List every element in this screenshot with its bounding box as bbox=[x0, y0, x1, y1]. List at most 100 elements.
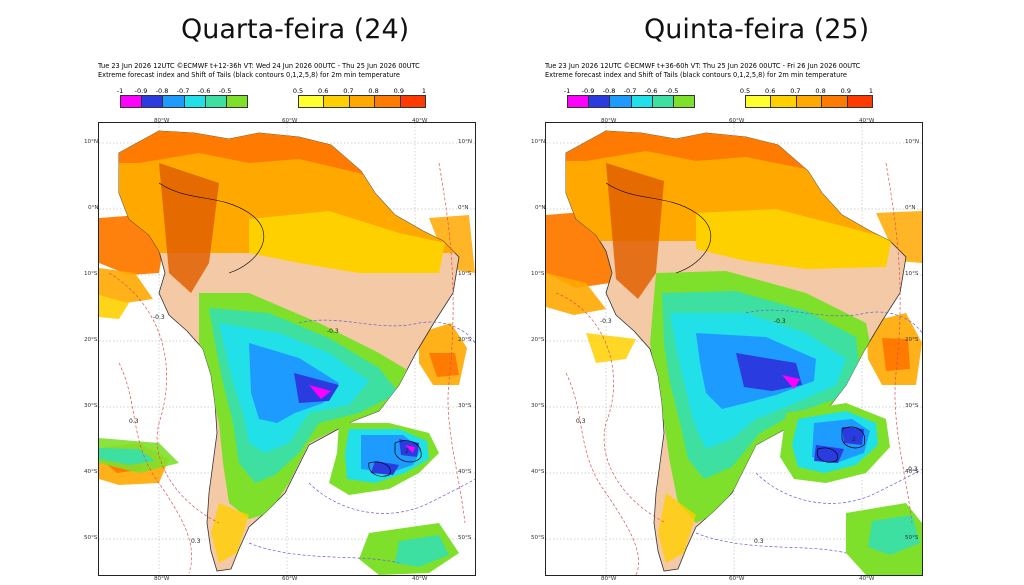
colorbar-tick-label: 0.8 bbox=[368, 87, 379, 95]
colorbar-swatch bbox=[142, 96, 164, 107]
lat-label-right: 0°N bbox=[905, 205, 916, 211]
lon-label-bottom: 40°W bbox=[859, 576, 875, 582]
lat-label-right: 50°S bbox=[458, 535, 472, 541]
contour-label: 0.3 bbox=[129, 418, 139, 425]
lon-label-top: 60°W bbox=[729, 118, 745, 124]
colorbar-tick-label: 0.6 bbox=[765, 87, 776, 95]
colorbar-swatch bbox=[184, 96, 206, 107]
cold-colorbar bbox=[567, 95, 695, 108]
colorbar-swatch bbox=[568, 96, 590, 107]
cold-colorbar-ticks: -1 -0.9 -0.8 -0.7 -0.6 -0.5 bbox=[563, 87, 693, 95]
lat-label-left: 40°S bbox=[84, 469, 98, 475]
lat-label-left: 10°S bbox=[84, 271, 98, 277]
lat-label-right: 20°S bbox=[458, 337, 472, 343]
colorbar-swatch bbox=[205, 96, 227, 107]
colorbar-tick-label: 1 bbox=[868, 87, 874, 95]
colorbar-swatch bbox=[847, 96, 873, 107]
colorbar-swatch bbox=[324, 96, 350, 107]
lon-label-top: 60°W bbox=[282, 118, 298, 124]
colorbar-swatch bbox=[610, 96, 632, 107]
colorbar-swatch bbox=[349, 96, 376, 107]
colorbar-tick-label: -0.5 bbox=[665, 87, 679, 95]
colorbar-tick-label: 0.5 bbox=[292, 87, 304, 95]
lat-label-left: 30°S bbox=[531, 403, 545, 409]
efi-map-left: -0.3 0.3 -0.3 2 0.3 bbox=[99, 123, 475, 575]
cold-colorbar-ticks: -1 -0.9 -0.8 -0.7 -0.6 -0.5 bbox=[116, 87, 246, 95]
lon-label-bottom: 40°W bbox=[412, 576, 428, 582]
map-right: -0.3 0.3 -0.3 2 -0.3 0.3 bbox=[545, 122, 923, 576]
lat-label-right: 10°S bbox=[905, 271, 919, 277]
contour-label: 0.3 bbox=[754, 538, 764, 545]
lat-label-left: 50°S bbox=[84, 535, 98, 541]
lon-label-bottom: 60°W bbox=[729, 576, 745, 582]
panel-left-header-line2: Extreme forecast index and Shift of Tail… bbox=[98, 71, 400, 79]
lat-label-right: 10°S bbox=[458, 271, 472, 277]
lon-label-top: 40°W bbox=[859, 118, 875, 124]
lat-label-left: 0°N bbox=[88, 205, 99, 211]
lat-label-right: 10°N bbox=[458, 139, 473, 145]
lon-label-bottom: 80°W bbox=[601, 576, 617, 582]
contour-labels: -0.3 0.3 -0.3 2 0.3 bbox=[129, 314, 409, 545]
colorbar-swatch bbox=[771, 96, 797, 107]
lon-label-top: 80°W bbox=[154, 118, 170, 124]
lat-label-left: 10°S bbox=[531, 271, 545, 277]
contour-label: -0.3 bbox=[774, 318, 786, 325]
colorbar-tick-label: -0.5 bbox=[218, 87, 232, 95]
ocean-cold-patches bbox=[780, 403, 922, 575]
colorbar-swatch bbox=[673, 96, 695, 107]
lat-label-right: 30°S bbox=[458, 403, 472, 409]
contour-labels: -0.3 0.3 -0.3 2 -0.3 0.3 bbox=[576, 318, 918, 545]
lat-label-right: 50°S bbox=[905, 535, 919, 541]
colorbar-swatch bbox=[746, 96, 772, 107]
contours bbox=[555, 162, 922, 575]
lat-label-right: 30°S bbox=[905, 403, 919, 409]
contour-label: -0.3 bbox=[153, 314, 165, 321]
contour-label: -0.3 bbox=[906, 466, 918, 473]
colorbar-tick-label: 1 bbox=[421, 87, 427, 95]
contour-label: 0.3 bbox=[191, 538, 201, 545]
lat-label-right: 20°S bbox=[905, 337, 919, 343]
lat-label-left: 30°S bbox=[84, 403, 98, 409]
colorbar-tick-label: 0.7 bbox=[790, 87, 801, 95]
contour-label: 2 bbox=[852, 436, 856, 443]
colorbar-swatch bbox=[226, 96, 248, 107]
colorbar-tick-label: -1 bbox=[563, 87, 571, 95]
contour-label: -0.3 bbox=[600, 318, 612, 325]
colorbar-swatch bbox=[163, 96, 185, 107]
lat-label-left: 0°N bbox=[535, 205, 546, 211]
colorbar-tick-label: 0.9 bbox=[393, 87, 404, 95]
lat-label-right: 40°S bbox=[458, 469, 472, 475]
colorbar-tick-label: -0.8 bbox=[602, 87, 616, 95]
colorbar-tick-label: 0.6 bbox=[318, 87, 329, 95]
colorbar-tick-label: -1 bbox=[116, 87, 124, 95]
colorbar-swatch bbox=[375, 96, 401, 107]
lat-label-right: 40°S bbox=[905, 469, 919, 475]
contours bbox=[108, 162, 475, 574]
lat-label-right: 10°N bbox=[905, 139, 920, 145]
land-efi-fill bbox=[566, 131, 906, 563]
lat-label-left: 20°S bbox=[84, 337, 98, 343]
colorbar-tick-label: -0.6 bbox=[644, 87, 658, 95]
lon-label-top: 80°W bbox=[601, 118, 617, 124]
cold-colorbar bbox=[120, 95, 248, 108]
panel-right-header-line1: Tue 23 Jun 2026 12UTC ©ECMWF t+36-60h VT… bbox=[545, 62, 861, 70]
lat-label-left: 50°S bbox=[531, 535, 545, 541]
contour-label: -0.3 bbox=[327, 328, 339, 335]
colorbar-tick-label: -0.9 bbox=[134, 87, 148, 95]
contour-label: 2 bbox=[405, 448, 409, 455]
colorbar-swatch bbox=[400, 96, 426, 107]
colorbar-tick-label: 0.8 bbox=[815, 87, 826, 95]
colorbar-swatch bbox=[631, 96, 653, 107]
colorbar-swatch bbox=[121, 96, 143, 107]
warm-colorbar-ticks: 0.5 0.6 0.7 0.8 0.9 1 bbox=[293, 87, 427, 95]
colorbar-tick-label: -0.7 bbox=[176, 87, 190, 95]
warm-colorbar-ticks: 0.5 0.6 0.7 0.8 0.9 1 bbox=[740, 87, 874, 95]
lat-label-left: 20°S bbox=[531, 337, 545, 343]
colorbar-swatch bbox=[822, 96, 848, 107]
colorbar-tick-label: -0.7 bbox=[623, 87, 637, 95]
lon-label-top: 40°W bbox=[412, 118, 428, 124]
colorbar-tick-label: -0.6 bbox=[197, 87, 211, 95]
panel-right-title: Quinta-feira (25) bbox=[644, 14, 870, 45]
lon-label-bottom: 60°W bbox=[282, 576, 298, 582]
lat-label-right: 0°N bbox=[458, 205, 469, 211]
